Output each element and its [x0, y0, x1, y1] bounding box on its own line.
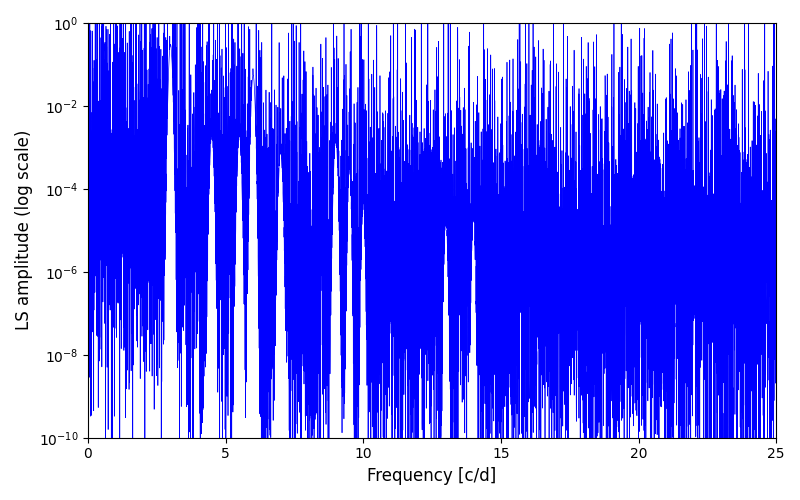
Y-axis label: LS amplitude (log scale): LS amplitude (log scale) — [15, 130, 33, 330]
X-axis label: Frequency [c/d]: Frequency [c/d] — [367, 467, 497, 485]
